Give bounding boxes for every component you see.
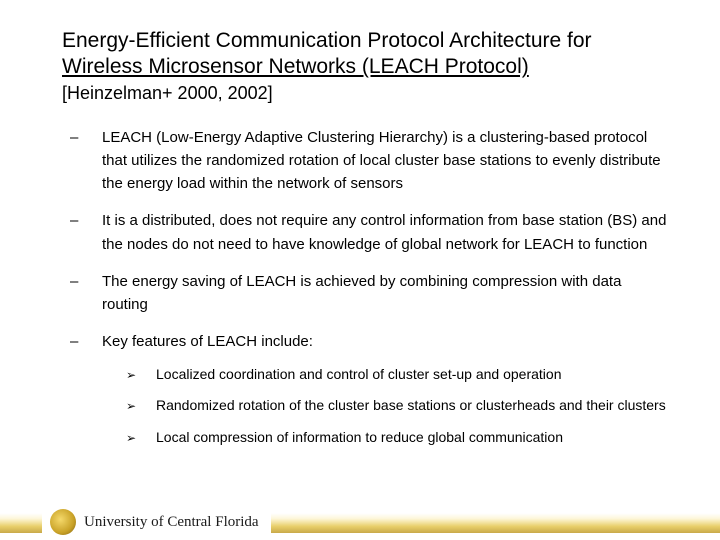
bullet-list: LEACH (Low-Energy Adaptive Clustering Hi… <box>62 126 670 449</box>
bullet-item: LEACH (Low-Energy Adaptive Clustering Hi… <box>70 126 670 196</box>
sub-bullet-list: ➢ Localized coordination and control of … <box>102 364 670 449</box>
ucf-seal-icon <box>50 509 76 535</box>
bullet-text: It is a distributed, does not require an… <box>102 212 666 252</box>
sub-bullet-item: ➢ Local compression of information to re… <box>126 427 670 449</box>
sub-bullet-item: ➢ Randomized rotation of the cluster bas… <box>126 395 670 417</box>
bullet-text: The energy saving of LEACH is achieved b… <box>102 273 621 313</box>
arrow-icon: ➢ <box>126 397 136 416</box>
slide-title: Energy-Efficient Communication Protocol … <box>62 28 670 81</box>
sub-bullet-text: Randomized rotation of the cluster base … <box>156 397 666 413</box>
footer-bar-left <box>0 511 42 533</box>
university-name: University of Central Florida <box>84 514 259 531</box>
citation: [Heinzelman+ 2000, 2002] <box>62 83 670 104</box>
bullet-text: LEACH (Low-Energy Adaptive Clustering Hi… <box>102 129 661 193</box>
sub-bullet-item: ➢ Localized coordination and control of … <box>126 364 670 386</box>
bullet-text: Key features of LEACH include: <box>102 333 313 350</box>
title-line-1: Energy-Efficient Communication Protocol … <box>62 29 592 52</box>
sub-bullet-text: Localized coordination and control of cl… <box>156 366 561 382</box>
bullet-item: The energy saving of LEACH is achieved b… <box>70 270 670 317</box>
arrow-icon: ➢ <box>126 429 136 448</box>
title-line-2: Wireless Microsensor Networks (LEACH Pro… <box>62 55 529 78</box>
bullet-item: Key features of LEACH include: ➢ Localiz… <box>70 330 670 448</box>
arrow-icon: ➢ <box>126 366 136 385</box>
bullet-item: It is a distributed, does not require an… <box>70 209 670 256</box>
sub-bullet-text: Local compression of information to redu… <box>156 429 563 445</box>
footer-bar-right <box>271 511 720 533</box>
footer: University of Central Florida <box>0 504 720 540</box>
slide: Energy-Efficient Communication Protocol … <box>0 0 720 540</box>
